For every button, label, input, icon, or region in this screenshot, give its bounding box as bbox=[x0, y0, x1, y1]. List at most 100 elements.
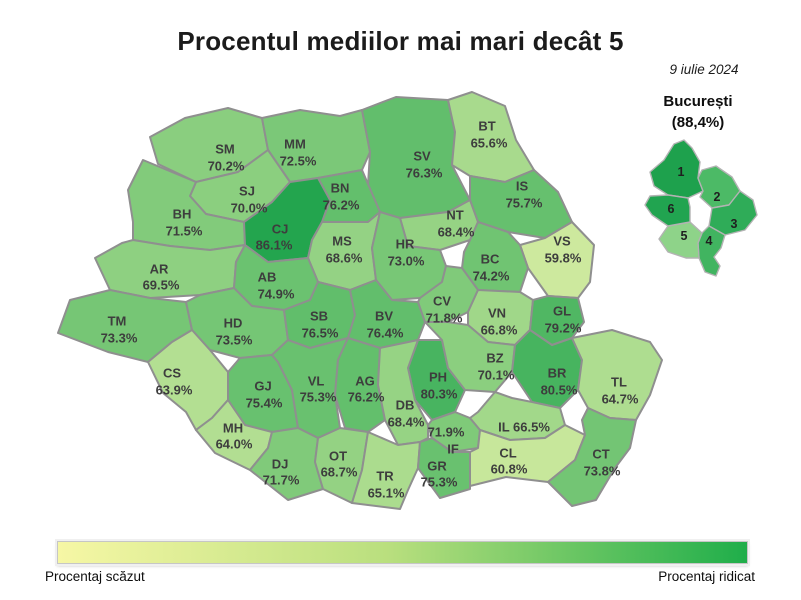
county-NT-code: NT bbox=[446, 208, 463, 223]
county-CS-code: CS bbox=[163, 366, 181, 381]
county-AB-value: 74.9% bbox=[258, 287, 295, 302]
county-VS-region bbox=[519, 221, 595, 299]
bucharest-name: București bbox=[663, 93, 733, 110]
county-HR-value: 73.0% bbox=[388, 254, 425, 269]
county-DJ-value: 71.7% bbox=[263, 473, 300, 488]
county-BT-value: 65.6% bbox=[471, 136, 508, 151]
legend-low-label: Procentaj scăzut bbox=[45, 569, 145, 584]
county-SV-code: SV bbox=[413, 149, 431, 164]
county-OT-value: 68.7% bbox=[321, 465, 358, 480]
county-DJ-code: DJ bbox=[272, 457, 289, 472]
county-PH-code: PH bbox=[429, 370, 447, 385]
county-BV-value: 76.4% bbox=[367, 326, 404, 341]
county-MH-value: 64.0% bbox=[216, 437, 253, 452]
bucharest-sector-5-label: 5 bbox=[681, 229, 688, 243]
county-BZ-value: 70.1% bbox=[478, 368, 515, 383]
county-CV-value: 71.8% bbox=[426, 311, 463, 326]
county-BC-value: 74.2% bbox=[473, 269, 510, 284]
county-CV-code: CV bbox=[433, 294, 451, 309]
bucharest-sector-4-label: 4 bbox=[706, 234, 713, 248]
county-BV-region bbox=[347, 279, 426, 349]
county-IF-code: IF bbox=[447, 442, 459, 457]
county-BH-code: BH bbox=[173, 207, 192, 222]
county-MM-value: 72.5% bbox=[280, 154, 317, 169]
county-IF-value: 71.9% bbox=[428, 425, 465, 440]
bucharest-sector-3-label: 3 bbox=[731, 217, 738, 231]
county-CL-code: CL bbox=[499, 446, 516, 461]
bucharest-sector-2-label: 2 bbox=[714, 190, 721, 204]
county-BH-value: 71.5% bbox=[166, 224, 203, 239]
county-TL-code: TL bbox=[611, 375, 627, 390]
county-AG-value: 76.2% bbox=[348, 390, 385, 405]
county-CL-value: 60.8% bbox=[491, 462, 528, 477]
county-CJ-code: CJ bbox=[272, 222, 289, 237]
county-GJ-value: 75.4% bbox=[246, 396, 283, 411]
county-BN-value: 76.2% bbox=[323, 198, 360, 213]
county-BC-code: BC bbox=[481, 252, 500, 267]
county-AB-code: AB bbox=[258, 270, 277, 285]
county-AR-value: 69.5% bbox=[143, 278, 180, 293]
county-CS-value: 63.9% bbox=[156, 383, 193, 398]
bucharest-sector-5-region bbox=[658, 221, 703, 259]
county-BR-value: 80.5% bbox=[541, 383, 578, 398]
county-CT-code: CT bbox=[592, 447, 609, 462]
county-SJ-value: 70.0% bbox=[231, 201, 268, 216]
bucharest-sector-6-region bbox=[644, 194, 691, 227]
bucharest-value: (88,4%) bbox=[671, 114, 725, 132]
county-SB-value: 76.5% bbox=[302, 326, 339, 341]
county-AG-code: AG bbox=[355, 374, 375, 389]
county-TM-value: 73.3% bbox=[101, 331, 138, 346]
county-TR-value: 65.1% bbox=[368, 486, 405, 501]
county-GR-value: 75.3% bbox=[421, 475, 458, 490]
county-VL-region bbox=[271, 337, 349, 439]
legend-high-label: Procentaj ridicat bbox=[658, 569, 755, 584]
county-OT-code: OT bbox=[329, 449, 347, 464]
county-IL-label: IL 66.5% bbox=[498, 420, 550, 435]
county-DB-region bbox=[377, 339, 429, 446]
county-MM-code: MM bbox=[284, 137, 306, 152]
county-GL-code: GL bbox=[553, 304, 571, 319]
county-BC-region bbox=[461, 221, 529, 293]
county-MH-code: MH bbox=[223, 421, 243, 436]
county-IS-code: IS bbox=[516, 179, 529, 194]
county-BN-code: BN bbox=[331, 181, 350, 196]
county-VL-code: VL bbox=[308, 374, 325, 389]
county-BR-code: BR bbox=[548, 366, 567, 381]
county-BV-code: BV bbox=[375, 309, 393, 324]
county-DB-code: DB bbox=[396, 398, 415, 413]
county-SB-code: SB bbox=[310, 309, 328, 324]
county-SM-code: SM bbox=[215, 142, 235, 157]
legend-gradient-bar bbox=[57, 541, 748, 564]
county-VN-code: VN bbox=[488, 306, 506, 321]
county-TR-code: TR bbox=[376, 469, 394, 484]
county-GJ-code: GJ bbox=[254, 379, 271, 394]
county-VL-value: 75.3% bbox=[300, 390, 337, 405]
county-MS-value: 68.6% bbox=[326, 251, 363, 266]
county-GL-value: 79.2% bbox=[545, 321, 582, 336]
county-CT-value: 73.8% bbox=[584, 464, 621, 479]
county-IS-value: 75.7% bbox=[506, 196, 543, 211]
county-CJ-value: 86.1% bbox=[256, 238, 293, 253]
county-VS-value: 59.8% bbox=[545, 251, 582, 266]
county-GR-region bbox=[417, 437, 471, 499]
county-SJ-code: SJ bbox=[239, 184, 255, 199]
date-label: 9 iulie 2024 bbox=[669, 62, 739, 77]
county-TM-code: TM bbox=[108, 314, 127, 329]
county-SM-value: 70.2% bbox=[208, 159, 245, 174]
county-TL-value: 64.7% bbox=[602, 392, 639, 407]
county-CT-region bbox=[547, 407, 637, 507]
county-BZ-code: BZ bbox=[486, 351, 503, 366]
county-PH-value: 80.3% bbox=[421, 387, 458, 402]
county-HR-code: HR bbox=[396, 237, 415, 252]
bucharest-sector-1-region bbox=[649, 139, 704, 199]
county-BT-code: BT bbox=[478, 119, 495, 134]
county-NT-value: 68.4% bbox=[438, 225, 475, 240]
county-MS-code: MS bbox=[332, 234, 352, 249]
county-SV-value: 76.3% bbox=[406, 166, 443, 181]
bucharest-sector-1-label: 1 bbox=[678, 165, 685, 179]
county-DB-value: 68.4% bbox=[388, 415, 425, 430]
bucharest-sector-2-region bbox=[697, 165, 741, 209]
county-VS-code: VS bbox=[553, 234, 571, 249]
